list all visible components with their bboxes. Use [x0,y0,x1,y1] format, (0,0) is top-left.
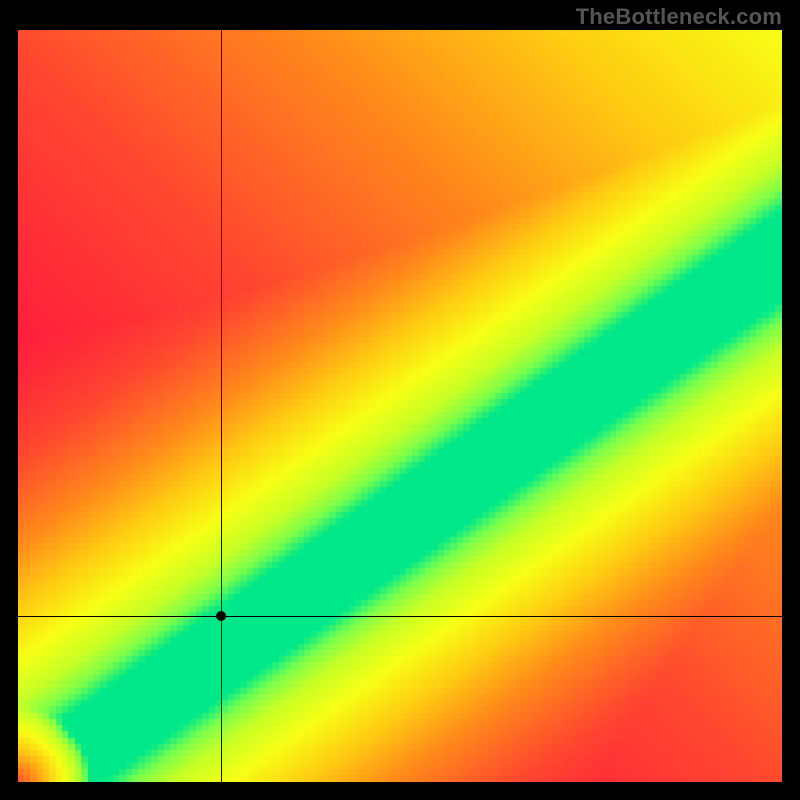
watermark-text: TheBottleneck.com [576,4,782,30]
bottleneck-marker-dot [216,611,226,621]
crosshair-vertical [221,30,222,782]
crosshair-horizontal [18,616,782,617]
heatmap-canvas [18,30,782,782]
